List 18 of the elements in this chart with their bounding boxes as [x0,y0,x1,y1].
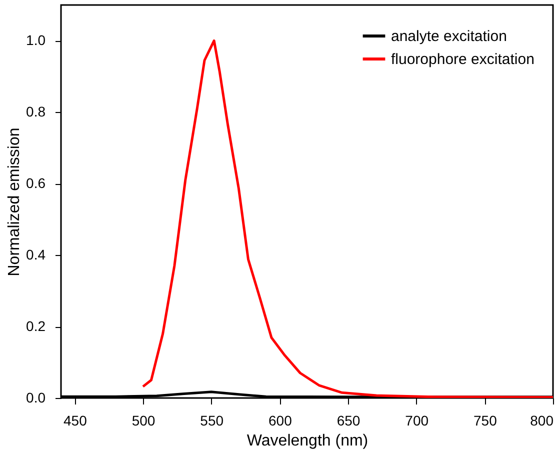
x-tick-label: 500 [132,412,156,428]
x-tick-label: 600 [268,412,292,428]
x-tick-label: 700 [405,412,429,428]
legend-label: analyte excitation [391,28,507,45]
x-tick-label: 550 [200,412,224,428]
y-axis-title: Normalized emission [6,128,24,276]
x-tick-label: 800 [530,412,554,428]
x-tick-label: 750 [473,412,498,428]
y-tick-label: 0.0 [26,390,46,406]
x-axis-title: Wavelength (nm) [246,432,368,450]
y-tick-label: 0.6 [26,175,46,192]
x-tick-label: 650 [336,412,360,428]
legend-label: fluorophore excitation [391,51,534,68]
y-tick-label: 0.2 [26,318,46,334]
y-tick-label: 1.0 [26,32,46,48]
y-tick-label: 0.8 [26,104,46,120]
x-tick-label: 450 [63,412,88,428]
y-tick-label: 0.4 [26,246,46,263]
